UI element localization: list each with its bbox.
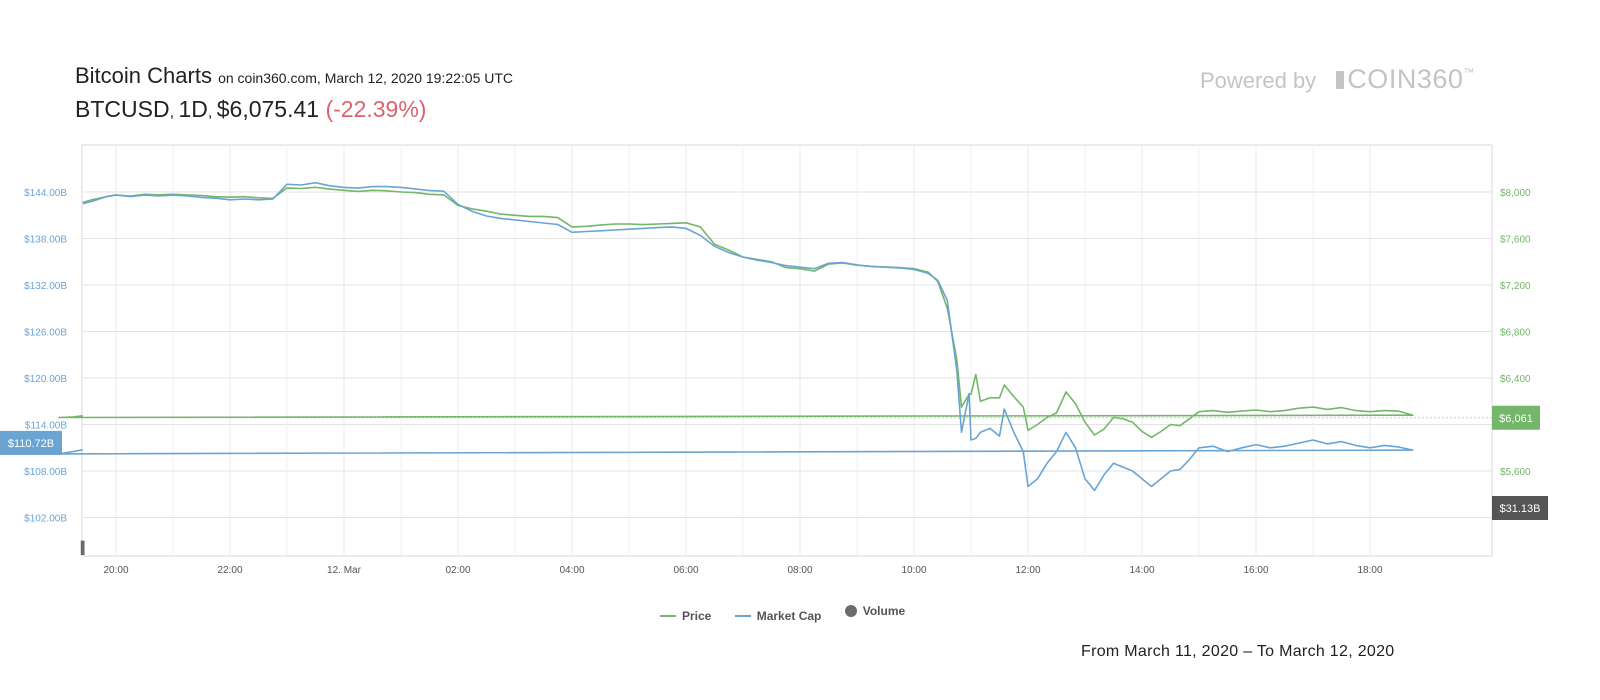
legend-price-label: Price <box>682 609 712 623</box>
interval: 1D <box>178 96 208 122</box>
plot-frame <box>81 144 1493 557</box>
badges: $110.72B $6,061 $31.13B <box>0 405 1548 520</box>
left-axis-tick: $132.00B <box>24 281 67 292</box>
series-lines <box>58 181 1414 492</box>
legend-item-volume[interactable]: Volume <box>844 604 906 618</box>
x-axis-tick: 12:00 <box>1015 565 1040 576</box>
chart-header: Bitcoin Charts on coin360.com, March 12,… <box>75 62 513 128</box>
price-line <box>58 186 1414 439</box>
x-axis-tick: 18:00 <box>1357 565 1382 576</box>
x-axis-tick: 04:00 <box>559 565 584 576</box>
right-axis-tick: $5,600 <box>1500 467 1531 478</box>
x-axis-tick: 16:00 <box>1243 565 1268 576</box>
price-change: (-22.39%) <box>325 96 427 122</box>
x-axis-tick: 08:00 <box>787 565 812 576</box>
x-axis-tick: 12. Mar <box>327 565 362 576</box>
left-axis-tick: $102.00B <box>24 514 67 525</box>
brand-mark-icon <box>1336 71 1345 89</box>
trademark: ™ <box>1463 67 1475 79</box>
left-axis-tick: $138.00B <box>24 235 67 246</box>
x-axis-tick: 20:00 <box>103 565 128 576</box>
brand-logo: COIN360™ <box>1336 64 1475 94</box>
left-axis-tick: $114.00B <box>25 421 67 432</box>
grid <box>81 144 1493 557</box>
chart-subtitle: on coin360.com, March 12, 2020 19:22:05 … <box>218 70 514 86</box>
volume-bar <box>80 540 85 555</box>
legend-market-cap-swatch <box>734 615 751 617</box>
legend-market-cap-label: Market Cap <box>756 609 822 623</box>
legend: Price Market Cap Volume <box>660 604 925 623</box>
right-axis-tick: $7,200 <box>1500 281 1531 292</box>
right-axis-tick: $6,400 <box>1500 374 1531 385</box>
pair-symbol: BTCUSD <box>75 96 170 122</box>
right-axis-tick: $6,800 <box>1500 328 1531 339</box>
legend-item-price[interactable]: Price <box>660 609 711 623</box>
right-axis-tick: $7,600 <box>1500 235 1531 246</box>
price-badge <box>1492 405 1540 430</box>
left-axis-tick: $120.00B <box>24 374 67 385</box>
left-axis-tick: $126.00B <box>24 328 67 339</box>
volume-bars <box>80 540 85 555</box>
volume-badge-label: $31.13B <box>1500 503 1541 515</box>
volume-badge <box>1492 496 1548 520</box>
pair-line: BTCUSD, 1D, $6,075.41 (-22.39%) <box>75 96 427 122</box>
legend-item-market-cap[interactable]: Market Cap <box>734 609 822 623</box>
legend-volume-label: Volume <box>862 604 906 618</box>
market-cap-badge <box>0 430 62 455</box>
left-axis-tick: $108.00B <box>24 467 67 478</box>
brand-name: COIN360 <box>1347 64 1464 94</box>
powered-by: Powered by COIN360™ <box>1200 64 1475 95</box>
x-axis-tick: 02:00 <box>445 565 470 576</box>
x-axis-tick: 22:00 <box>217 565 242 576</box>
x-axis-tick: 06:00 <box>673 565 698 576</box>
legend-volume-dot <box>844 605 857 617</box>
legend-price-swatch <box>660 615 676 617</box>
left-axis-tick: $144.00B <box>24 188 67 199</box>
title-line: Bitcoin Charts on coin360.com, March 12,… <box>75 62 513 92</box>
powered-by-text: Powered by <box>1200 68 1317 93</box>
chart-title: Bitcoin Charts <box>75 63 212 88</box>
right-axis-tick: $8,000 <box>1500 188 1531 199</box>
date-range: From March 11, 2020 – To March 12, 2020 <box>1081 643 1395 660</box>
current-price: $6,075.41 <box>216 96 320 122</box>
market-cap-line <box>58 181 1414 492</box>
market-cap-badge-label: $110.72B <box>8 438 54 450</box>
x-axis-tick: 14:00 <box>1129 565 1154 576</box>
price-badge-label: $6,061 <box>1499 413 1533 425</box>
x-axis-tick: 10:00 <box>901 565 926 576</box>
